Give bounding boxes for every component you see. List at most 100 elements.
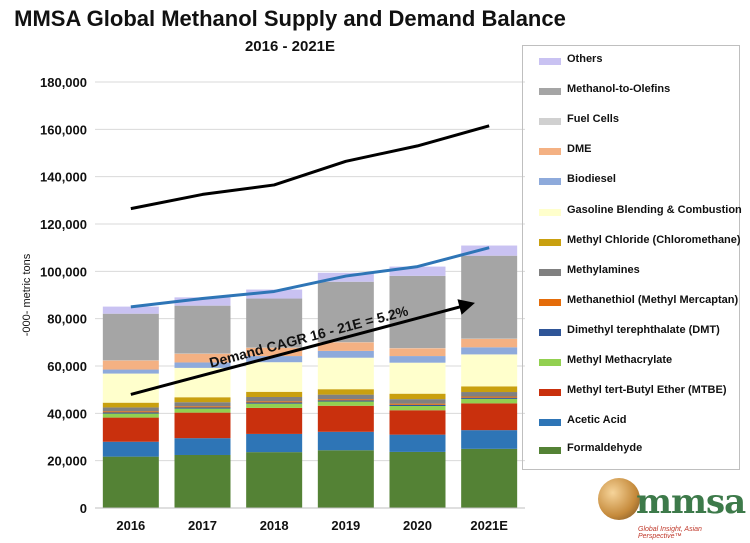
bar-segment xyxy=(246,347,303,357)
bar-segment xyxy=(317,350,374,358)
bar-segment xyxy=(174,397,231,403)
x-tick-label: 2020 xyxy=(403,518,432,533)
legend-label: DME xyxy=(567,143,592,155)
bar-segment xyxy=(174,362,231,368)
bar-segment xyxy=(317,400,374,402)
bar-segment xyxy=(174,402,231,407)
annotation-arrowhead xyxy=(457,299,475,315)
bar-segment xyxy=(317,450,374,508)
bar-segment xyxy=(246,289,303,299)
bar-segment xyxy=(317,399,374,401)
legend-label: Dimethyl terephthalate (DMT) xyxy=(567,324,720,336)
legend-swatch xyxy=(539,209,561,216)
bar-segment xyxy=(246,452,303,508)
legend-label: Biodiesel xyxy=(567,173,616,185)
bar-segment xyxy=(389,356,446,363)
bar-segment xyxy=(461,255,518,339)
bar-segment xyxy=(102,456,159,508)
bar-segment xyxy=(461,396,518,398)
bar-segment xyxy=(317,405,374,432)
bar-segment xyxy=(174,367,231,398)
y-tick-label: 0 xyxy=(80,501,87,516)
legend-label: Methyl tert-Butyl Ether (MTBE) xyxy=(567,384,727,396)
y-tick-label: 160,000 xyxy=(40,122,87,137)
chart-subtitle: 2016 - 2021E xyxy=(244,38,336,55)
y-tick-label: 180,000 xyxy=(40,75,87,90)
legend-swatch xyxy=(539,359,561,366)
bar-segment xyxy=(461,397,518,399)
bar-segment xyxy=(174,353,231,363)
legend-swatch xyxy=(539,118,561,125)
y-tick-label: 40,000 xyxy=(47,406,87,421)
bar-segment xyxy=(389,403,446,405)
bar-segment xyxy=(174,412,231,439)
legend-swatch xyxy=(539,178,561,185)
bar-segment xyxy=(317,342,374,351)
bar-segment xyxy=(461,398,518,404)
bar-segment xyxy=(174,408,231,413)
series-line xyxy=(130,124,490,211)
legend-label: Gasoline Blending & Combustion xyxy=(567,204,742,216)
mmsa-logo: mmsa Global Insight, Asian Perspective™ xyxy=(598,478,746,540)
bar-segment xyxy=(317,431,374,451)
bar-segment xyxy=(102,411,159,413)
bar-segment xyxy=(102,417,159,442)
bar-segment xyxy=(461,430,518,449)
y-tick-label: 20,000 xyxy=(47,454,87,469)
bar-segment xyxy=(389,399,446,404)
legend-swatch xyxy=(539,58,561,65)
x-tick-label: 2019 xyxy=(331,518,360,533)
bar-segment xyxy=(102,441,159,457)
bar-segment xyxy=(246,356,303,363)
x-tick-label: 2016 xyxy=(116,518,145,533)
bar-segment xyxy=(102,413,159,418)
legend-label: Formaldehyde xyxy=(567,442,643,454)
bar-segment xyxy=(389,410,446,435)
bar-segment xyxy=(174,406,231,408)
legend: Others Methanol-to-Olefins Fuel Cells DME Bi… xyxy=(522,45,742,470)
bar-segment xyxy=(317,357,374,390)
legend-label: Methanethiol (Methyl Mercaptan) xyxy=(567,294,739,306)
legend-label: Methyl Chloride (Chloromethane) xyxy=(567,234,741,246)
bar-segment xyxy=(102,407,159,412)
bar-segment xyxy=(389,451,446,508)
legend-swatch xyxy=(539,88,561,95)
y-tick-label: 120,000 xyxy=(40,217,87,232)
bar-segment xyxy=(174,297,231,306)
bar-segment xyxy=(389,404,446,406)
legend-swatch xyxy=(539,299,561,306)
y-tick-label: 100,000 xyxy=(40,264,87,279)
legend-swatch xyxy=(539,148,561,155)
annotation-arrow xyxy=(130,303,470,396)
x-tick-label: 2018 xyxy=(260,518,289,533)
bar-segment xyxy=(461,392,518,397)
bar-segment xyxy=(246,362,303,392)
bar-segment xyxy=(246,433,303,453)
legend-label: Methyl Methacrylate xyxy=(567,354,673,366)
bar-segment xyxy=(317,389,374,395)
logo-tagline: Global Insight, Asian Perspective™ xyxy=(638,526,702,540)
bar-segment xyxy=(246,391,303,398)
x-tick-label: 2017 xyxy=(188,518,217,533)
bar-segment xyxy=(246,298,303,348)
bar-segment xyxy=(102,369,159,374)
bar-segment xyxy=(389,405,446,411)
bar-segment xyxy=(174,438,231,455)
globe-icon xyxy=(598,478,640,520)
legend-label: Acetic Acid xyxy=(567,414,627,426)
legend-label: Methylamines xyxy=(567,264,640,276)
bar-segment xyxy=(317,394,374,400)
bar-segment xyxy=(389,362,446,394)
bar-segment xyxy=(174,305,231,354)
x-tick-label: 2021E xyxy=(470,518,508,533)
legend-swatch xyxy=(539,329,561,336)
bar-segment xyxy=(102,412,159,414)
bar-segment xyxy=(461,338,518,348)
series-line xyxy=(130,246,490,309)
legend-swatch xyxy=(539,269,561,276)
y-tick-label: 140,000 xyxy=(40,170,87,185)
y-axis-label: -000- metric tons xyxy=(21,253,33,336)
legend-swatch xyxy=(539,389,561,396)
bar-segment xyxy=(246,403,303,408)
